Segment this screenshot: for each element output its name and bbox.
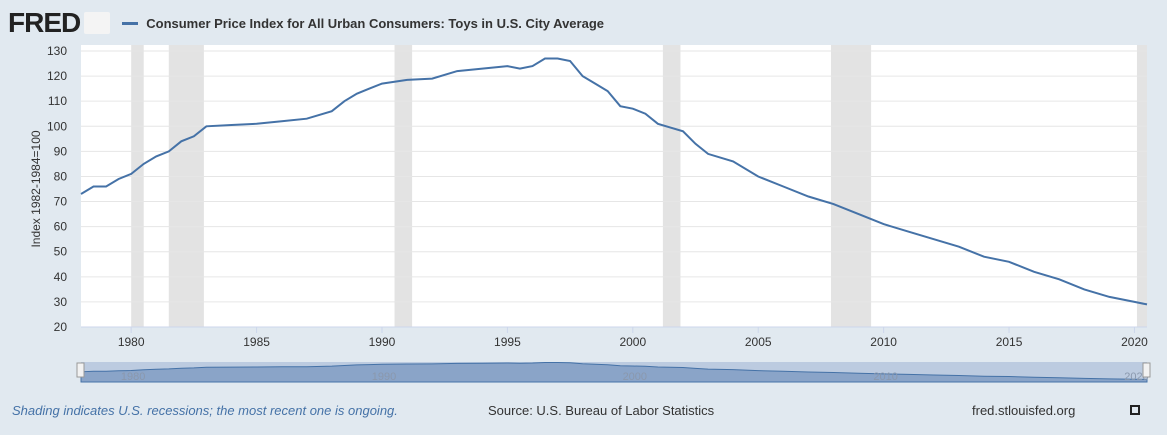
x-tick-label: 2005: [745, 335, 772, 349]
fred-logo[interactable]: FRED: [8, 7, 81, 38]
y-tick-label: 70: [54, 195, 68, 209]
y-tick-label: 30: [54, 295, 68, 309]
y-tick-label: 120: [47, 69, 67, 83]
navigator-tick-label: 1990: [372, 371, 396, 383]
legend-line-icon: [122, 21, 139, 25]
chart: 20 30 40 50 60 70 80 90 100 110 120 130 1980 1985 1990…: [29, 44, 1151, 383]
y-tick-label: 50: [54, 245, 68, 259]
x-tick-label: 1995: [494, 335, 521, 349]
recession-note: Shading indicates U.S. recessions; the m…: [12, 403, 398, 418]
navigator-handle[interactable]: [76, 362, 85, 378]
navigator-series: [80, 362, 1148, 383]
y-tick-label: 130: [47, 44, 67, 58]
navigator-handle[interactable]: [1142, 362, 1151, 378]
series-line: [80, 57, 1148, 306]
y-tick-label: 90: [54, 144, 68, 158]
y-tick-label: 80: [54, 169, 68, 183]
site-link[interactable]: fred.stlouisfed.org: [972, 403, 1076, 418]
recession-band: [394, 45, 413, 327]
chart-title: Consumer Price Index for All Urban Consu…: [146, 15, 604, 31]
y-tick-label: 20: [54, 320, 68, 334]
navigator-tick-label: 1980: [121, 371, 145, 383]
source-text: Source: U.S. Bureau of Labor Statistics: [488, 403, 715, 418]
chart-logo-icon: [84, 12, 111, 34]
navigator-tick-label: 2000: [623, 371, 647, 383]
recession-band: [131, 45, 144, 327]
x-tick-label: 1985: [243, 335, 270, 349]
recession-band: [662, 45, 681, 327]
recession-band: [1136, 45, 1147, 327]
y-tick-label: 110: [48, 94, 67, 108]
navigator-tick-label: 2010: [873, 371, 897, 383]
y-tick-label: 60: [54, 220, 68, 234]
y-tick-label: 100: [47, 119, 67, 133]
fullscreen-icon[interactable]: [1130, 405, 1140, 415]
x-tick-label: 2015: [996, 335, 1023, 349]
x-tick-label: 2020: [1121, 335, 1148, 349]
plot-area: [81, 45, 1147, 327]
chart-header: FRED Consumer Price Index for All Urban …: [8, 6, 604, 40]
y-axis-label: Index 1982-1984=100: [29, 130, 43, 247]
x-tick-label: 1980: [118, 335, 145, 349]
y-tick-label: 40: [54, 270, 68, 284]
x-tick-label: 2010: [870, 335, 897, 349]
recession-band: [168, 45, 204, 327]
x-tick-label: 2000: [619, 335, 646, 349]
x-tick-label: 1990: [369, 335, 396, 349]
recession-band: [830, 45, 872, 327]
